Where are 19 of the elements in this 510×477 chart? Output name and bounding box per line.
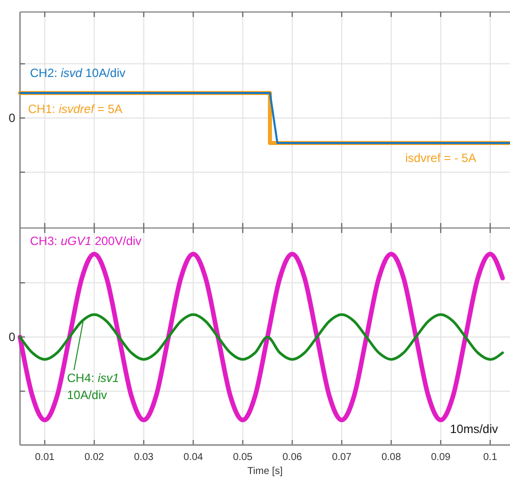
- x-tick-label: 0.07: [332, 452, 352, 463]
- x-tick-label: 0.06: [282, 452, 302, 463]
- text: 0: [8, 111, 16, 125]
- x-tick-label: 0.04: [184, 452, 204, 463]
- text: 0: [8, 330, 16, 344]
- x-axis-title: Time [s]: [247, 466, 283, 477]
- series-label: CH2: isvd 10A/div: [30, 66, 126, 80]
- x-tick-label: 0.1: [483, 452, 498, 463]
- x-tick-label: 0.09: [430, 452, 451, 463]
- series-label: CH4: isv1 10A/div: [67, 371, 120, 402]
- text: 10ms/div: [450, 422, 498, 436]
- x-tick-label: 0.02: [84, 452, 104, 463]
- series-label: CH3: uGV1 200V/div: [30, 234, 142, 248]
- annotation: isdvref = - 5A: [405, 151, 476, 165]
- series-label: CH1: isvdref = 5A: [28, 102, 122, 116]
- x-tick-label: 0.08: [381, 452, 402, 463]
- x-tick-label: 0.05: [232, 452, 253, 463]
- x-tick-label: 0.01: [35, 452, 55, 463]
- x-tick-label: 0.03: [134, 452, 154, 463]
